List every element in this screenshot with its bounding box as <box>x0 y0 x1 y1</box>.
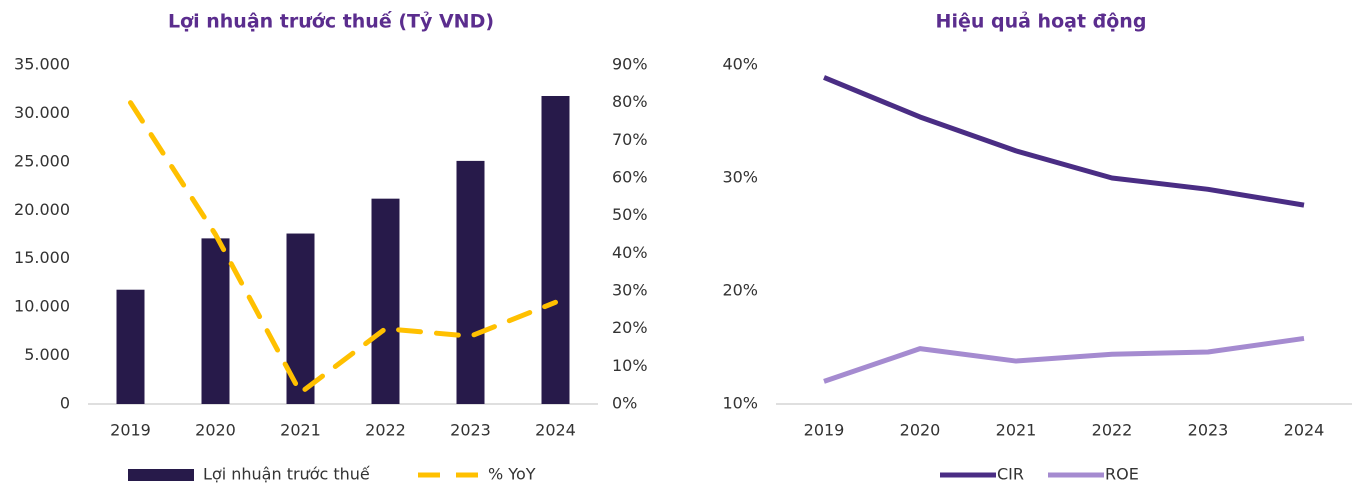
x-tick-label: 2023 <box>1188 421 1229 440</box>
y-tick-label: 90% <box>612 55 648 74</box>
x-tick-label: 2023 <box>450 421 491 440</box>
line-series <box>128 100 558 396</box>
bar <box>541 95 570 404</box>
x-tick-label: 2022 <box>1092 421 1133 440</box>
y-tick-label: 70% <box>612 130 648 149</box>
y-tick-label: 20% <box>722 281 758 300</box>
y-tick-label: 30.000 <box>14 103 70 122</box>
y-tick-label: 5.000 <box>24 345 70 364</box>
x-tick-label: 2024 <box>535 421 576 440</box>
x-tick-label: 2024 <box>1284 421 1325 440</box>
y-tick-label: 30% <box>722 168 758 187</box>
line-series <box>823 75 1305 208</box>
y-tick-label: 10% <box>722 394 758 413</box>
y-tick-label: 25.000 <box>14 151 70 170</box>
y-tick-label: 20.000 <box>14 200 70 219</box>
legend-label: CIR <box>997 465 1024 484</box>
legend-swatch <box>128 469 194 481</box>
bar <box>371 198 400 404</box>
y-tick-label: 15.000 <box>14 248 70 267</box>
y-tick-label: 40% <box>722 55 758 74</box>
y-tick-label: 0% <box>612 394 637 413</box>
chart-title: Lợi nhuận trước thuế (Tỷ VND) <box>168 10 494 33</box>
bar <box>116 289 145 404</box>
x-tick-label: 2022 <box>365 421 406 440</box>
legend-label: % YoY <box>488 465 536 484</box>
y-tick-label: 60% <box>612 168 648 187</box>
x-tick-label: 2019 <box>110 421 151 440</box>
x-tick-label: 2019 <box>804 421 845 440</box>
y-tick-label: 10.000 <box>14 297 70 316</box>
y-tick-label: 0 <box>60 394 70 413</box>
y-tick-label: 80% <box>612 92 648 111</box>
x-tick-label: 2020 <box>195 421 236 440</box>
bar <box>201 238 230 404</box>
legend-label: Lợi nhuận trước thuế <box>203 465 370 484</box>
y-tick-label: 20% <box>612 318 648 337</box>
y-tick-label: 10% <box>612 356 648 375</box>
bar <box>456 160 485 404</box>
y-tick-label: 35.000 <box>14 55 70 74</box>
line-series <box>823 335 1305 384</box>
x-tick-label: 2021 <box>280 421 321 440</box>
chart-title: Hiệu quả hoạt động <box>936 11 1147 33</box>
y-tick-label: 40% <box>612 243 648 262</box>
y-tick-label: 30% <box>612 281 648 300</box>
legend-label: ROE <box>1105 465 1139 484</box>
x-tick-label: 2020 <box>900 421 941 440</box>
x-tick-label: 2021 <box>996 421 1037 440</box>
y-tick-label: 50% <box>612 205 648 224</box>
